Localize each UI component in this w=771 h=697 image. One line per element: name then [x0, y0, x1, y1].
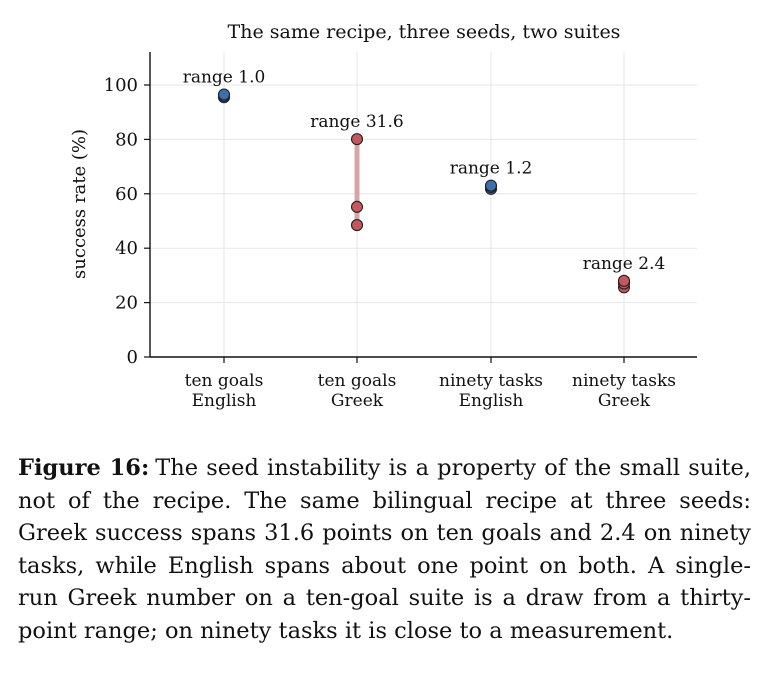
- data-point: [350, 133, 364, 146]
- x-tick-label: ninety tasks: [572, 371, 676, 391]
- caption-label: Figure 16:: [18, 455, 150, 481]
- range-label: range 2.4: [583, 254, 666, 274]
- data-point: [217, 88, 231, 101]
- range-label: range 1.0: [183, 68, 266, 88]
- y-axis-label: success rate (%): [69, 129, 90, 279]
- x-tick-label: ten goals: [318, 371, 397, 391]
- x-tick-label: English: [459, 391, 524, 411]
- data-point: [617, 274, 631, 287]
- caption-text: The seed instability is a property of th…: [18, 455, 751, 644]
- x-tick-label: English: [192, 391, 257, 411]
- data-point: [484, 179, 498, 192]
- y-tick-label: 80: [115, 129, 138, 150]
- data-point: [350, 200, 364, 213]
- y-tick-label: 20: [115, 293, 138, 314]
- figure-caption: Figure 16: The seed instability is a prop…: [18, 452, 751, 647]
- chart-title: The same recipe, three seeds, two suites: [228, 21, 621, 43]
- x-tick-label: ten goals: [185, 371, 264, 391]
- y-tick-label: 40: [115, 238, 138, 259]
- x-tick-label: Greek: [598, 391, 651, 411]
- data-marks: range 1.0 range 31.6 range 1.2 range 2.4: [183, 68, 666, 294]
- chart: The same recipe, three seeds, two suites…: [69, 21, 697, 411]
- x-tick-label: Greek: [331, 391, 384, 411]
- y-tick-label: 100: [104, 75, 138, 96]
- y-axis: 0 20 40 60 80 100: [104, 52, 151, 368]
- grid: [150, 52, 697, 358]
- y-tick-label: 0: [127, 347, 138, 368]
- x-tick-label: ninety tasks: [439, 371, 543, 391]
- data-point: [350, 219, 364, 232]
- range-label: range 1.2: [450, 159, 533, 179]
- y-tick-label: 60: [115, 184, 138, 205]
- range-label: range 31.6: [310, 112, 403, 132]
